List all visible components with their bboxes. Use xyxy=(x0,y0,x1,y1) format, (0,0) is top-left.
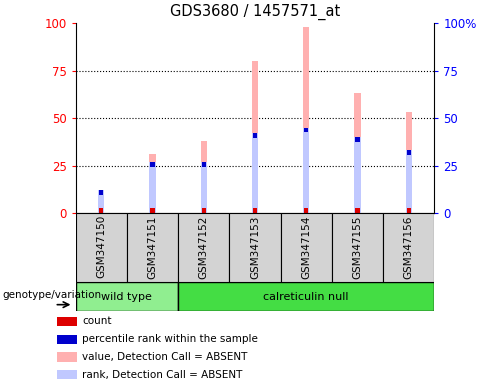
FancyBboxPatch shape xyxy=(76,282,178,311)
Text: GSM347154: GSM347154 xyxy=(301,215,311,278)
Text: GSM347153: GSM347153 xyxy=(250,215,260,278)
Bar xyxy=(150,209,155,213)
Text: GSM347155: GSM347155 xyxy=(352,215,363,278)
FancyBboxPatch shape xyxy=(332,213,383,282)
Title: GDS3680 / 1457571_at: GDS3680 / 1457571_at xyxy=(170,4,340,20)
Text: calreticulin null: calreticulin null xyxy=(264,291,349,302)
Bar xyxy=(98,190,104,213)
Bar xyxy=(202,162,206,167)
Text: value, Detection Call = ABSENT: value, Detection Call = ABSENT xyxy=(82,352,247,362)
FancyBboxPatch shape xyxy=(178,282,434,311)
Text: wild type: wild type xyxy=(102,291,152,302)
Text: count: count xyxy=(82,316,111,326)
FancyBboxPatch shape xyxy=(127,213,178,282)
Bar xyxy=(150,162,155,167)
Bar xyxy=(354,93,361,213)
Bar xyxy=(252,61,258,213)
FancyBboxPatch shape xyxy=(383,213,434,282)
Bar xyxy=(354,137,361,213)
Bar xyxy=(201,141,207,213)
Bar xyxy=(99,209,103,213)
Text: GSM347151: GSM347151 xyxy=(147,215,158,278)
Text: genotype/variation: genotype/variation xyxy=(2,290,102,300)
Bar xyxy=(149,162,156,213)
Bar xyxy=(355,137,360,142)
Bar xyxy=(304,209,308,213)
Text: rank, Detection Call = ABSENT: rank, Detection Call = ABSENT xyxy=(82,370,243,380)
Bar xyxy=(407,151,411,155)
Bar xyxy=(57,334,77,344)
Bar xyxy=(355,209,360,213)
Bar xyxy=(99,190,103,195)
FancyBboxPatch shape xyxy=(76,213,127,282)
Bar xyxy=(304,127,308,132)
Bar xyxy=(253,133,257,138)
Text: GSM347156: GSM347156 xyxy=(404,215,414,278)
Bar xyxy=(149,154,156,213)
Bar xyxy=(57,370,77,379)
Bar xyxy=(303,27,309,213)
Bar xyxy=(407,209,411,213)
FancyBboxPatch shape xyxy=(178,213,229,282)
Bar xyxy=(406,113,412,213)
Text: GSM347152: GSM347152 xyxy=(199,215,209,278)
Bar xyxy=(98,190,104,213)
Bar xyxy=(57,353,77,362)
Bar xyxy=(253,209,257,213)
Text: percentile rank within the sample: percentile rank within the sample xyxy=(82,334,258,344)
FancyBboxPatch shape xyxy=(229,213,281,282)
Bar xyxy=(252,133,258,213)
Bar xyxy=(202,209,206,213)
Bar xyxy=(201,162,207,213)
FancyBboxPatch shape xyxy=(281,213,332,282)
Bar xyxy=(406,151,412,213)
Bar xyxy=(303,127,309,213)
Text: GSM347150: GSM347150 xyxy=(96,215,106,278)
Bar xyxy=(57,317,77,326)
